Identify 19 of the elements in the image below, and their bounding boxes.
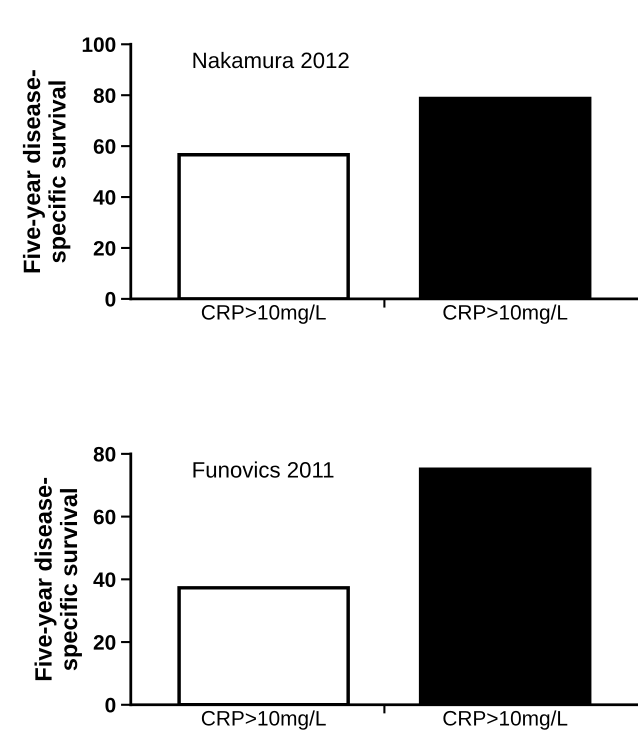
x-tick-label: CRP>10mg/L bbox=[443, 304, 568, 324]
y-tick-label: 80 bbox=[94, 446, 116, 462]
y-tick-label: 80 bbox=[94, 88, 116, 103]
y-tick-label: 20 bbox=[94, 240, 116, 256]
y-axis-title: Five-year disease- specific survival bbox=[34, 478, 82, 680]
y-tick-label: 0 bbox=[105, 292, 116, 307]
x-tick-label: CRP>10mg/L bbox=[202, 710, 326, 730]
y-tick-label: 40 bbox=[93, 572, 116, 588]
y-tick-label: 60 bbox=[94, 510, 116, 524]
y-tick-label: 100 bbox=[82, 37, 116, 52]
y-axis-title: Five-year disease- specific survival bbox=[22, 70, 70, 272]
chart-title: Nakamura 2012 bbox=[193, 52, 349, 68]
y-tick-label: 0 bbox=[105, 698, 116, 713]
chart-title: Funovics 2011 bbox=[193, 461, 334, 478]
y-tick-label: 40 bbox=[93, 190, 116, 205]
x-tick-label: CRP>10mg/L bbox=[443, 710, 568, 730]
y-tick-label: 60 bbox=[94, 139, 116, 154]
y-tick-label: 20 bbox=[94, 635, 116, 650]
x-tick-label: CRP>10mg/L bbox=[202, 304, 326, 324]
